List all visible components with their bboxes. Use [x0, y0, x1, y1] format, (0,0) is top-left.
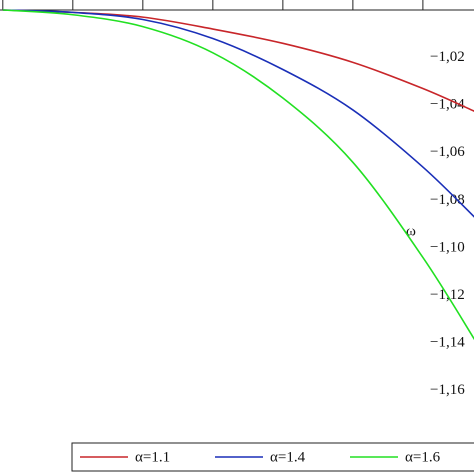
series-line [2, 9, 474, 218]
legend-label: α=1.6 [405, 449, 441, 465]
legend-label: α=1.1 [135, 449, 170, 465]
y-tick-label: −1,08 [430, 192, 465, 208]
legend-label: α=1.4 [270, 449, 306, 465]
y-tick-label: −1,04 [430, 97, 465, 113]
y-tick-label: −1,10 [430, 239, 465, 255]
series-line [2, 9, 474, 341]
legend-box [71, 442, 474, 472]
y-tick-label: −1,14 [430, 335, 465, 351]
series-line [2, 9, 474, 112]
y-tick-label: −1,06 [430, 144, 465, 160]
y-tick-label: −1,02 [430, 49, 465, 65]
annotation: ω [406, 223, 416, 239]
y-tick-label: −1,16 [430, 382, 465, 398]
